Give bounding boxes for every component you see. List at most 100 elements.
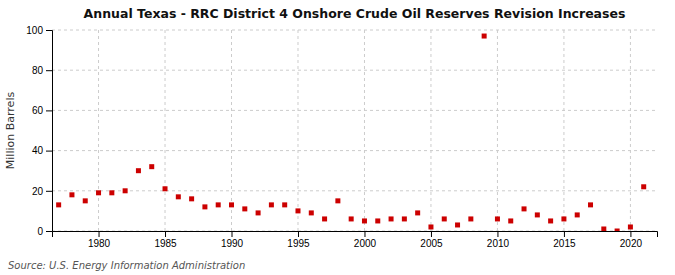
- y-grid-line: [52, 150, 657, 151]
- point: [495, 216, 500, 221]
- point: [163, 186, 168, 191]
- chart: 1980 1985 1990 1995 2000 2005 2010 2015 2020 0 20 4…: [0, 0, 675, 275]
- y-axis-line: [46, 31, 53, 232]
- x-tick: 2010: [487, 231, 510, 249]
- point: [428, 224, 433, 229]
- x-tick-label: 1980: [88, 238, 111, 249]
- x-tick-mark: [431, 231, 432, 237]
- x-tick-mark: [364, 231, 365, 237]
- point: [468, 216, 473, 221]
- point: [442, 216, 447, 221]
- point: [242, 206, 247, 211]
- x-tick-mark: [497, 231, 498, 237]
- point: [588, 202, 593, 207]
- x-axis: 1980 1985 1990 1995 2000 2005 2010 2015 2020: [53, 231, 658, 249]
- x-grid-line: [297, 30, 298, 231]
- x-tick-mark: [630, 231, 631, 237]
- point: [362, 218, 367, 223]
- y-tick: 20: [32, 186, 52, 197]
- point: [256, 210, 261, 215]
- y-tick: 60: [32, 105, 52, 116]
- x-grid-line: [364, 30, 365, 231]
- y-tick-mark: [46, 110, 52, 111]
- x-grid-line: [98, 30, 99, 231]
- point: [269, 202, 274, 207]
- point: [136, 168, 141, 173]
- point: [389, 216, 394, 221]
- plot-area: 1980 1985 1990 1995 2000 2005 2010 2015 2020 0 20 4…: [26, 25, 657, 249]
- source-note: Source: U.S. Energy Information Administ…: [8, 260, 245, 271]
- x-grid-line: [497, 30, 498, 231]
- y-tick-label: 20: [32, 186, 44, 197]
- x-tick-mark: [165, 231, 166, 237]
- x-tick-label: 2010: [487, 238, 510, 249]
- x-tick-mark: [99, 231, 100, 237]
- point: [482, 34, 487, 39]
- y-tick-mark: [46, 191, 52, 192]
- y-tick: 40: [32, 145, 52, 156]
- point: [349, 216, 354, 221]
- x-tick: 2005: [420, 231, 443, 249]
- title: Annual Texas - RRC District 4 Onshore Cr…: [84, 6, 626, 21]
- x-tick-mark: [232, 231, 233, 237]
- x-tick-label: 1990: [221, 238, 244, 249]
- points: [56, 34, 646, 231]
- x-tick: 2015: [553, 231, 576, 249]
- point: [575, 212, 580, 217]
- point: [548, 218, 553, 223]
- y-tick: 0: [37, 226, 52, 237]
- point: [282, 202, 287, 207]
- x-tick-mark: [564, 231, 565, 237]
- x-tick: 1990: [221, 231, 244, 249]
- point: [176, 194, 181, 199]
- y-tick-mark: [46, 231, 52, 232]
- y-tick-mark: [46, 30, 52, 31]
- y-tick-label: 100: [26, 25, 43, 36]
- y-grid-line: [52, 190, 657, 191]
- y-tick-label: 0: [37, 226, 43, 237]
- x-axis-line: [53, 232, 658, 238]
- x-grid-line: [430, 30, 431, 231]
- point: [109, 190, 114, 195]
- x-tick-label: 2020: [620, 238, 643, 249]
- point: [309, 210, 314, 215]
- point: [295, 208, 300, 213]
- point: [83, 198, 88, 203]
- point: [216, 202, 221, 207]
- point: [508, 218, 513, 223]
- x-tick-mark: [298, 231, 299, 237]
- x-tick-label: 1995: [287, 238, 310, 249]
- y-tick: 100: [26, 25, 52, 36]
- point: [56, 202, 61, 207]
- y-axis-title: Million Barrels: [4, 92, 17, 170]
- x-tick: 1995: [287, 231, 310, 249]
- point: [202, 204, 207, 209]
- x-tick-label: 2015: [553, 238, 576, 249]
- x-tick-label: 2005: [420, 238, 443, 249]
- point: [149, 164, 154, 169]
- point: [628, 224, 633, 229]
- point: [322, 216, 327, 221]
- grid: [52, 30, 657, 231]
- y-axis: 0 20 40 60 80 100: [26, 25, 52, 237]
- point: [415, 210, 420, 215]
- x-tick: 1985: [154, 231, 177, 249]
- x-tick: 2000: [354, 231, 377, 249]
- y-tick-label: 40: [32, 145, 44, 156]
- x-grid-line: [563, 30, 564, 231]
- point: [229, 202, 234, 207]
- y-grid-line: [52, 110, 657, 111]
- y-tick-label: 80: [32, 65, 44, 76]
- y-grid-line: [52, 30, 657, 31]
- point: [189, 196, 194, 201]
- y-tick-mark: [46, 151, 52, 152]
- point: [615, 229, 620, 232]
- x-grid-line: [165, 30, 166, 231]
- point: [561, 216, 566, 221]
- y-tick-label: 60: [32, 105, 44, 116]
- point: [375, 218, 380, 223]
- x-grid-line: [231, 30, 232, 231]
- point: [641, 184, 646, 189]
- x-tick: 2020: [620, 231, 643, 249]
- y-grid-line: [52, 70, 657, 71]
